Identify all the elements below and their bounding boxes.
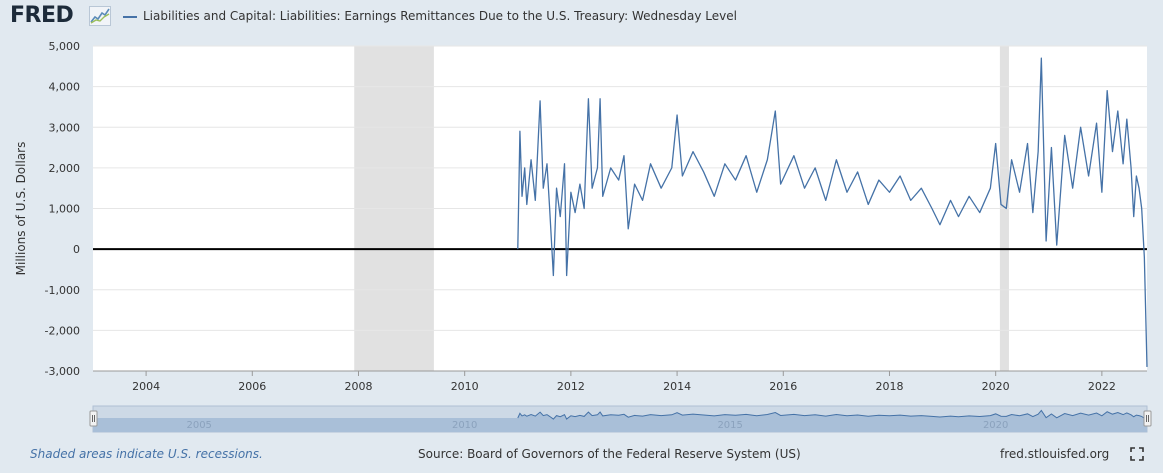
series-line	[517, 57, 1148, 367]
x-tick-label: 2020	[982, 380, 1010, 393]
fullscreen-icon[interactable]	[1130, 447, 1144, 461]
navigator-label: 2020	[983, 420, 1008, 431]
navigator-label: 2005	[186, 420, 211, 431]
y-axis-title: Millions of U.S. Dollars	[14, 142, 28, 276]
y-tick-label: 5,000	[49, 40, 81, 53]
x-tick-label: 2018	[875, 380, 903, 393]
legend-series-title[interactable]: Liabilities and Capital: Liabilities: Ea…	[143, 9, 737, 23]
x-tick-label: 2004	[132, 380, 160, 393]
chart-header: FRED Liabilities and Capital: Liabilitie…	[0, 0, 1163, 34]
legend-swatch	[123, 16, 137, 18]
y-tick-label: -2,000	[45, 324, 80, 337]
fred-url-link[interactable]: fred.stlouisfed.org	[1000, 447, 1110, 461]
fred-logo[interactable]: FRED	[10, 3, 74, 28]
x-tick-label: 2008	[344, 380, 372, 393]
y-tick-label: -3,000	[45, 365, 80, 378]
line-chart: 5,000 4,000 3,000 2,000 1,000 0 -1,000 -2,000 -3…	[14, 40, 1152, 433]
y-tick-label: 0	[73, 243, 80, 256]
y-tick-label: 3,000	[49, 121, 81, 134]
source-text: Source: Board of Governors of the Federa…	[418, 447, 801, 461]
x-tick-label: 2012	[557, 380, 585, 393]
x-tick-label: 2014	[663, 380, 691, 393]
navigator-handle-right[interactable]	[1143, 410, 1152, 427]
navigator-label: 2015	[717, 420, 742, 431]
navigator-line	[517, 409, 1148, 423]
y-tick-label: 1,000	[49, 203, 81, 216]
y-tick-label: 2,000	[49, 162, 81, 175]
navigator-handle-left[interactable]	[89, 410, 98, 427]
x-tick-label: 2010	[451, 380, 479, 393]
x-tick-label: 2006	[238, 380, 266, 393]
fred-chart-icon	[89, 6, 111, 26]
y-tick-label: 4,000	[49, 81, 81, 94]
navigator-label: 2010	[452, 420, 477, 431]
x-tick-label: 2022	[1088, 380, 1116, 393]
x-tick-label: 2016	[769, 380, 797, 393]
y-tick-label: -1,000	[45, 284, 80, 297]
recession-note: Shaded areas indicate U.S. recessions.	[30, 447, 263, 461]
